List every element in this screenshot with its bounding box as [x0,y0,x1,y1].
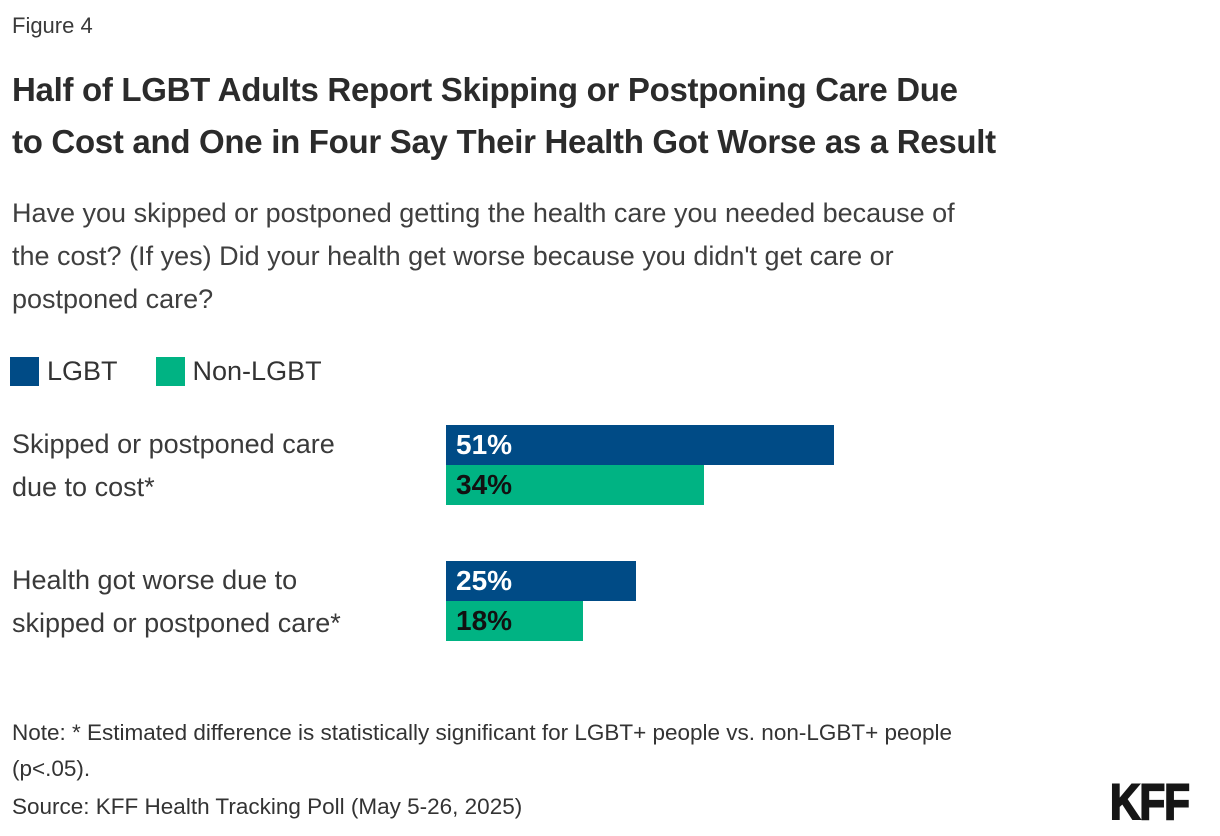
legend-label-non-lgbt: Non-LGBT [192,356,322,386]
chart-title-line-2: to Cost and One in Four Say Their Health… [12,123,996,160]
figure-label: Figure 4 [12,13,93,38]
footnote: Note: * Estimated difference is statisti… [12,715,952,787]
category-label-skipped-care: Skipped or postponed care due to cost* [12,423,335,509]
category-label-line: Skipped or postponed care [12,429,335,459]
chart-subtitle-line-2: the cost? (If yes) Did your health get w… [12,241,894,271]
legend-item-lgbt: LGBT [10,356,118,387]
lgbt-color-swatch [10,357,39,386]
chart-subtitle-line-3: postponed care? [12,284,214,314]
legend: LGBT Non-LGBT [10,356,322,387]
category-label-line: due to cost* [12,472,155,502]
footnote-line-1: Note: * Estimated difference is statisti… [12,720,953,745]
chart-title: Half of LGBT Adults Report Skipping or P… [12,64,996,168]
chart-subtitle-question: Have you skipped or postponed getting th… [12,192,955,321]
bar-value-label: 34% [456,469,513,500]
chart-subtitle-line-1: Have you skipped or postponed getting th… [12,198,955,228]
category-label-line: skipped or postponed care* [12,608,341,638]
legend-item-non-lgbt: Non-LGBT [155,356,322,387]
bar-value-label: 18% [456,605,513,636]
chart-title-line-1: Half of LGBT Adults Report Skipping or P… [12,71,958,108]
bar-lgbt-skipped-care: 51% [446,425,834,465]
bar-non-lgbt-skipped-care: 34% [446,465,704,505]
legend-label-lgbt: LGBT [47,356,118,386]
bar-non-lgbt-health-worse: 18% [446,601,583,641]
kff-logo: KFF [1109,774,1191,830]
non-lgbt-color-swatch [155,357,185,386]
bar-value-label: 25% [456,565,513,596]
category-label-line: Health got worse due to [12,565,298,595]
bar-value-label: 51% [456,429,513,460]
bar-lgbt-health-worse: 25% [446,561,636,601]
source-citation: Source: KFF Health Tracking Poll (May 5-… [12,794,523,819]
category-label-health-worse: Health got worse due to skipped or postp… [12,559,341,645]
footnote-line-2: (p<.05). [12,756,91,781]
